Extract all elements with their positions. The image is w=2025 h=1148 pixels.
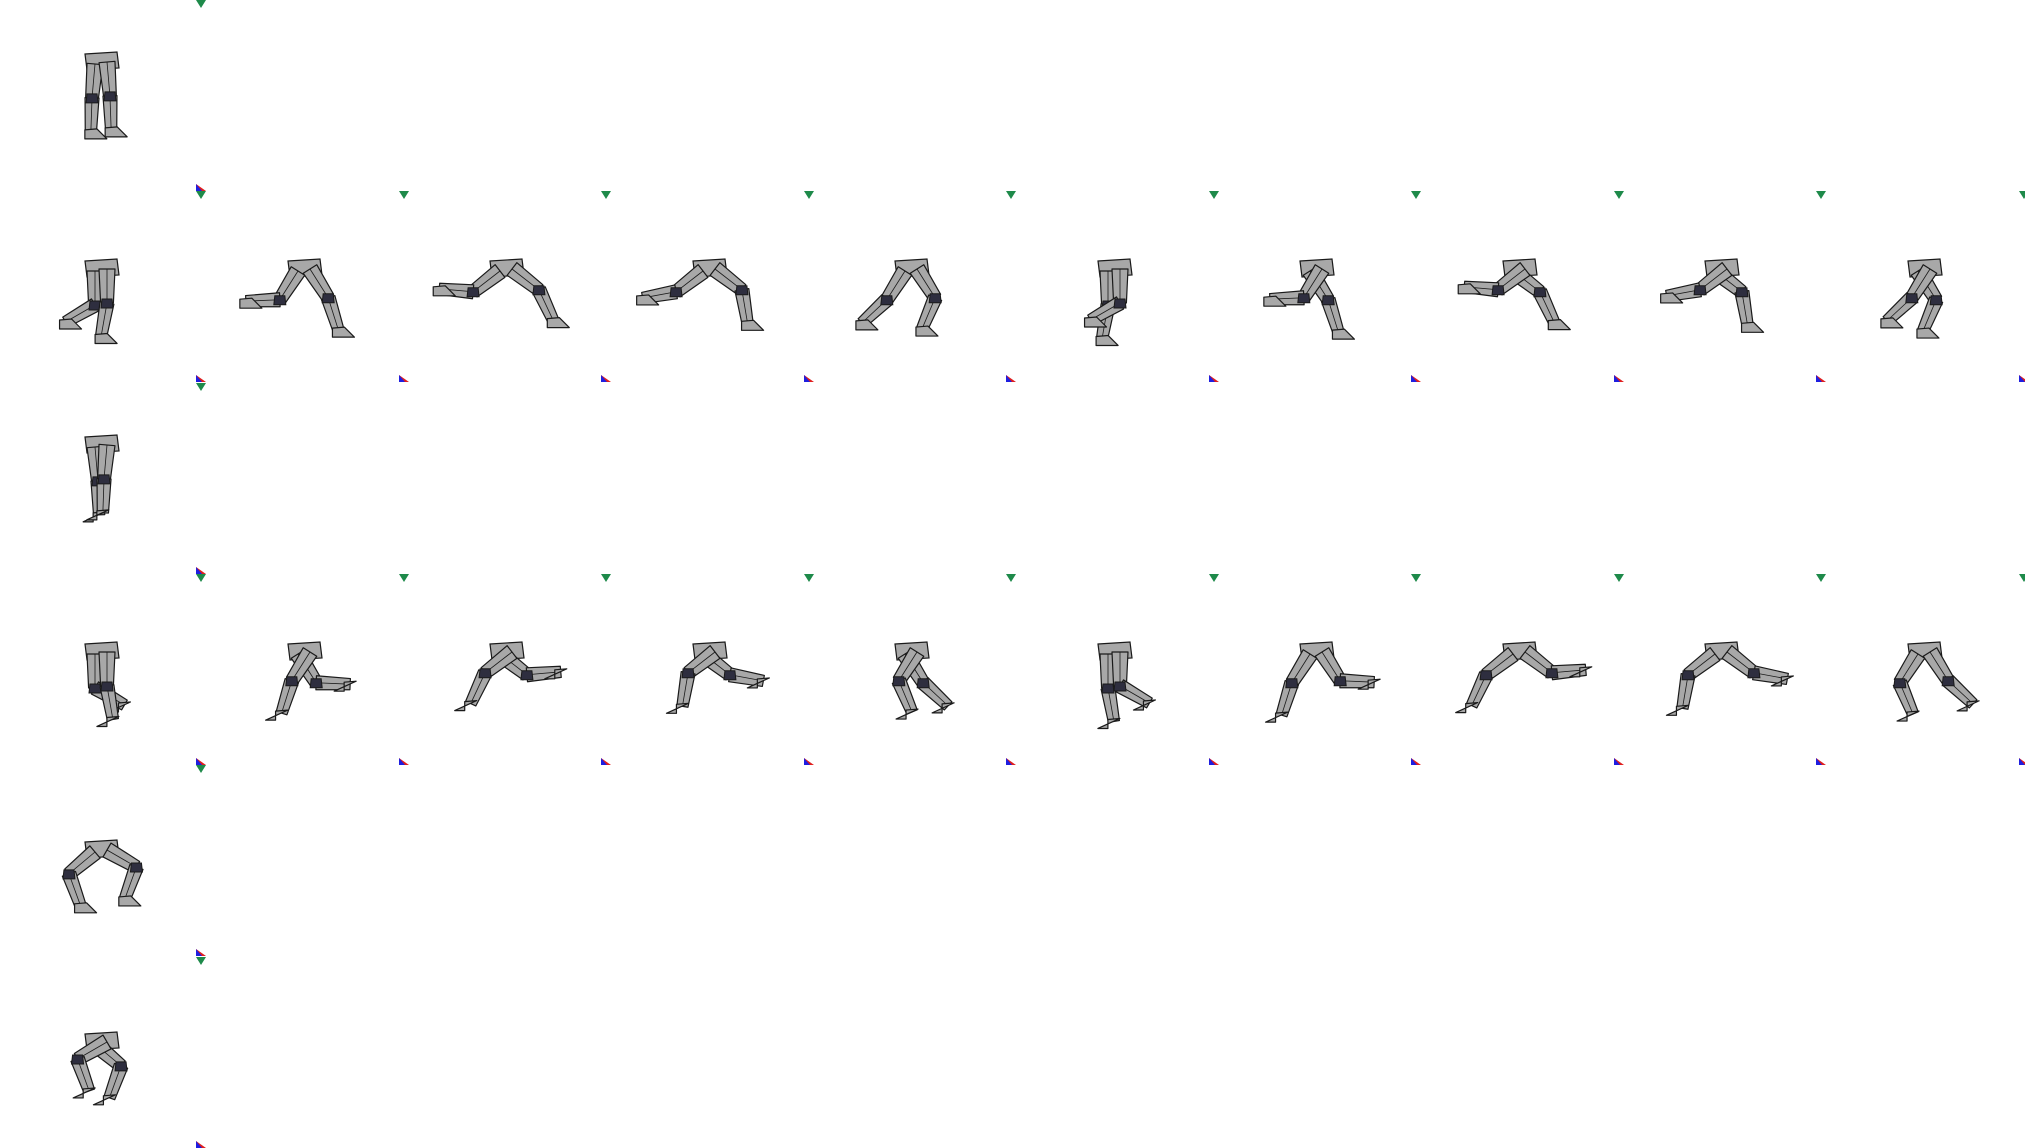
walk-right-frame-6: [1013, 191, 1219, 383]
walk-left-frame-2: [203, 573, 409, 765]
walk-right-sprite-5: [855, 258, 943, 337]
walk-left-frame-3: [405, 573, 611, 765]
crouch-right-frame-1-origin-marker: [196, 765, 206, 957]
walk-left-frame-4-origin-marker: [803, 573, 814, 765]
idle-left-frame-1-origin-marker: [196, 382, 206, 574]
walk-right-frame-3: [405, 191, 611, 383]
crouch-left-frame-1: [0, 956, 206, 1148]
walk-left-sprite-9: [1665, 641, 1794, 716]
walk-right-frame-1-origin-marker: [196, 191, 206, 383]
walk-left-frame-2-origin-marker: [398, 573, 409, 765]
walk-left-frame-9-origin-marker: [1816, 573, 1826, 765]
walk-left-sprite-3: [454, 641, 568, 712]
walk-left-sprite-2: [264, 641, 357, 721]
walk-left-frame-8-origin-marker: [1613, 573, 1624, 765]
walk-right-frame-5-origin-marker: [1006, 191, 1016, 383]
walk-right-sprite-8: [1457, 258, 1571, 331]
walk-right-frame-2-origin-marker: [398, 191, 409, 383]
walk-right-frame-8: [1418, 191, 1624, 383]
crouch-left-frame-1-origin-marker: [196, 956, 206, 1148]
walk-right-frame-10-origin-marker: [2018, 191, 2025, 383]
walk-right-frame-9: [1620, 191, 1826, 383]
walk-left-sprite-10: [1892, 641, 1980, 722]
walk-left-sprite-7: [1264, 641, 1381, 723]
walk-left-frame-10-origin-marker: [2018, 573, 2025, 765]
idle-right-sprite-1: [84, 51, 128, 140]
walk-right-sprite-7: [1263, 258, 1356, 341]
walk-left-frame-9: [1620, 573, 1826, 765]
walk-right-frame-4-origin-marker: [803, 191, 814, 383]
walk-left-frame-1-origin-marker: [196, 573, 206, 765]
walk-left-frame-5-origin-marker: [1006, 573, 1016, 765]
walk-right-frame-1: [0, 191, 206, 383]
walk-left-sprite-6: [1096, 641, 1156, 729]
walk-left-frame-5: [810, 573, 1016, 765]
walk-left-frame-7-origin-marker: [1411, 573, 1421, 765]
walk-right-sprite-6: [1083, 258, 1133, 347]
walk-right-sprite-9: [1660, 258, 1765, 334]
idle-left-frame-1: [0, 382, 206, 574]
walk-right-frame-3-origin-marker: [601, 191, 611, 383]
walk-right-frame-6-origin-marker: [1208, 191, 1219, 383]
walk-right-sprite-10: [1879, 258, 1943, 339]
walk-right-frame-8-origin-marker: [1613, 191, 1624, 383]
walk-left-frame-6-origin-marker: [1208, 573, 1219, 765]
walk-right-sprite-1: [58, 258, 120, 345]
idle-left-sprite-1: [82, 433, 120, 523]
walk-left-frame-7: [1215, 573, 1421, 765]
walk-right-sprite-3: [432, 258, 570, 329]
walk-right-frame-9-origin-marker: [1816, 191, 1826, 383]
walk-left-frame-4: [608, 573, 814, 765]
walk-right-frame-4: [608, 191, 814, 383]
walk-left-frame-1: [0, 573, 206, 765]
walk-right-frame-7-origin-marker: [1411, 191, 1421, 383]
walk-left-sprite-8: [1454, 641, 1592, 714]
walk-left-sprite-4: [665, 641, 770, 714]
crouch-right-sprite-1: [61, 839, 144, 914]
idle-right-frame-1-origin-marker: [196, 0, 206, 191]
walk-left-frame-10: [1823, 573, 2025, 765]
walk-left-frame-6: [1013, 573, 1219, 765]
walk-left-sprite-1: [84, 641, 132, 727]
crouch-right-frame-1: [0, 765, 206, 957]
walk-left-frame-8: [1418, 573, 1624, 765]
walk-right-frame-7: [1215, 191, 1421, 383]
walk-left-sprite-5: [891, 641, 955, 720]
walk-left-frame-3-origin-marker: [601, 573, 611, 765]
walk-right-sprite-4: [635, 258, 764, 332]
walk-right-frame-10: [1823, 191, 2025, 383]
walk-right-frame-2: [203, 191, 409, 383]
idle-right-frame-1: [0, 0, 206, 191]
crouch-left-sprite-1: [70, 1030, 129, 1105]
walk-right-sprite-2: [238, 258, 355, 339]
walk-right-frame-5: [810, 191, 1016, 383]
